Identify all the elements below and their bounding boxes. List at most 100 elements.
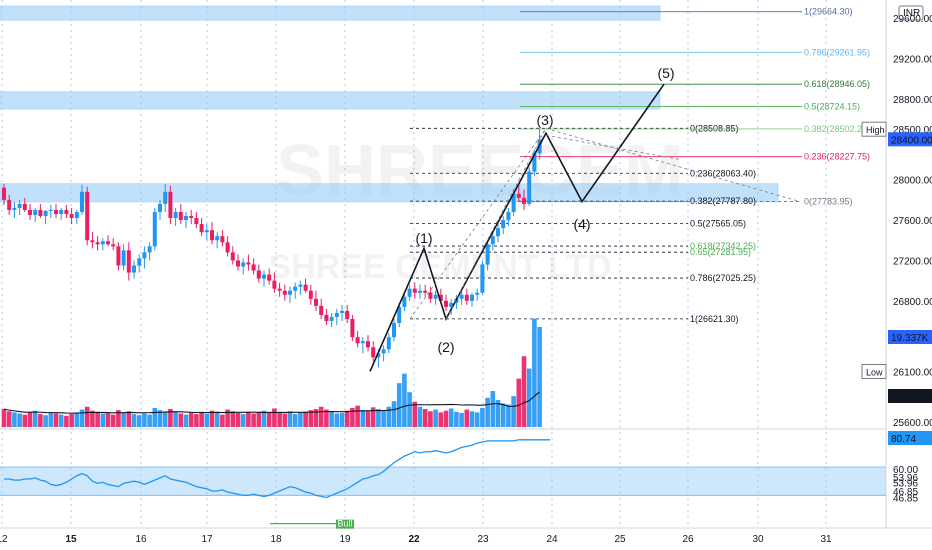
volume-bar [188, 412, 194, 427]
volume-bar [84, 406, 90, 427]
volume-bar [511, 396, 516, 427]
candle-body [496, 228, 500, 237]
price-tick-label: 28500.00 [893, 125, 932, 136]
volume-bar [69, 414, 74, 427]
candle-body [345, 310, 350, 319]
candle-body [210, 230, 214, 241]
candle-body [506, 211, 511, 221]
last-price-badge [888, 132, 932, 147]
volume-bar [334, 413, 340, 427]
volume-bar [272, 408, 277, 427]
candle-body [314, 298, 318, 306]
volume-moving-average [3, 391, 540, 414]
candle-body [444, 300, 448, 307]
candle-body [412, 288, 417, 293]
candle-body [38, 209, 43, 217]
candle-body [371, 347, 376, 358]
volume-bar [485, 397, 490, 427]
candle-body [355, 337, 360, 344]
volume-bar [110, 414, 116, 427]
volume-bar [448, 408, 454, 427]
volume-bar [235, 412, 241, 427]
volume-bar [79, 409, 85, 427]
candle-body [184, 216, 188, 221]
volume-bar [386, 406, 392, 427]
candle-body [438, 294, 443, 301]
fib-extension-label: 0(27783.95) [804, 196, 853, 206]
candle-body [428, 292, 433, 299]
volume-bar [521, 356, 527, 427]
candle-body [262, 274, 266, 279]
candle-body [376, 353, 381, 358]
candle-body [85, 191, 90, 241]
volume-bar [22, 414, 28, 427]
candle-body [407, 288, 412, 297]
volume-bar [459, 412, 464, 427]
time-axis[interactable]: 12 15 16 17 18 19 22 23 24 25 26 30 31 [0, 534, 832, 545]
volume-ma-label: 6.797K [891, 392, 923, 403]
candle-body [22, 203, 27, 210]
volume-bar [240, 414, 246, 427]
volume-bar [53, 413, 59, 427]
candle-body [178, 211, 183, 221]
low-label: Low [866, 367, 883, 377]
time-tick-label: 23 [477, 534, 489, 545]
volume-bar [251, 413, 256, 427]
rsi-band [0, 467, 886, 496]
candle-body [470, 294, 474, 301]
fib-level-label: 0.618(27342.25) [690, 241, 756, 251]
candle-body [501, 220, 506, 229]
volume-bar [121, 412, 126, 427]
price-axis[interactable]: 29600.0029200.0028800.0028500.0028000.00… [861, 5, 932, 505]
candle-body [350, 318, 355, 338]
candle-body [449, 302, 454, 307]
volume-bar [277, 412, 282, 427]
volume-bar [136, 415, 142, 427]
volume-bar [27, 412, 33, 427]
candle-body [12, 207, 17, 210]
volume-bar [105, 412, 111, 427]
fib-level-label: 0.786(27025.25) [690, 273, 756, 283]
volume-bar [126, 411, 132, 427]
candle-body [147, 246, 152, 253]
candle-body [43, 210, 48, 217]
candle-body [267, 274, 272, 281]
volume-bar [376, 409, 381, 427]
candle-body [17, 203, 22, 208]
candle-body [152, 211, 157, 247]
candle-body [241, 262, 246, 267]
volume-bar [298, 412, 303, 427]
volume-bar [131, 414, 137, 427]
rsi-level-label: 46.85 [893, 487, 918, 498]
volume-bar [313, 409, 319, 427]
rsi-pane: Bull [0, 439, 886, 529]
volume-bar [324, 409, 329, 427]
price-candles [2, 128, 542, 368]
currency-box [898, 5, 924, 21]
price-tick-label: 28800.00 [893, 95, 932, 106]
rsi-bull-tag [336, 519, 354, 529]
candle-body [360, 341, 365, 344]
candle-body [28, 209, 32, 216]
volume-bar [365, 411, 371, 427]
supply-zone [0, 91, 661, 110]
trend-guide-line [545, 134, 681, 160]
volume-bar [412, 401, 418, 427]
volume-bar [12, 412, 17, 427]
volume-bar [329, 411, 334, 427]
volume-bar [500, 403, 506, 427]
time-tick-label: 25 [614, 534, 626, 545]
price-tick-label: 28000.00 [893, 176, 932, 187]
support-resistance-zones[interactable] [0, 5, 779, 203]
candle-body [2, 187, 6, 200]
elliott-wave-drawing[interactable]: (1) (2) (3) (4) (5) [369, 65, 801, 372]
volume-bar [157, 410, 163, 427]
candle-body [402, 296, 407, 307]
volume-bar [464, 409, 470, 427]
fibonacci-levels[interactable]: 0(28508.85) 0.236(28063.40) 0.382(27787.80… [410, 7, 870, 324]
candle-body [277, 288, 282, 291]
high-tag [861, 121, 887, 137]
volume-bar [142, 413, 147, 427]
volume-bar [532, 318, 537, 427]
